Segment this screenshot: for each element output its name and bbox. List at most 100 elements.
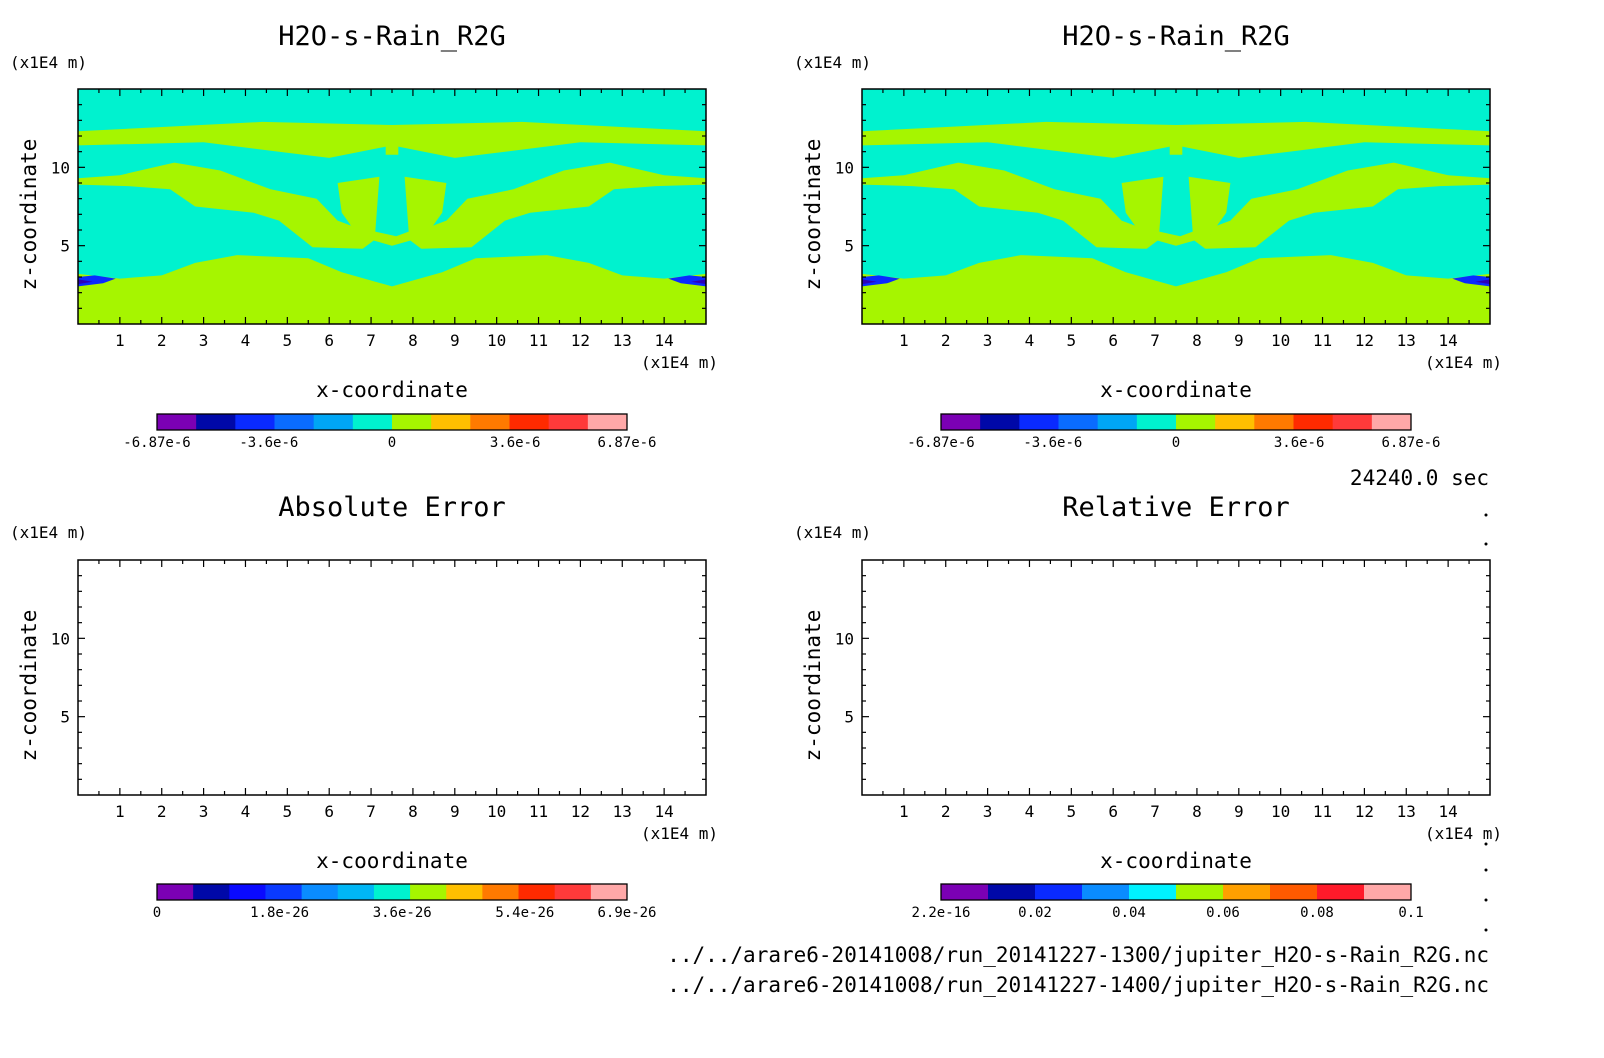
x-tick-label: 8 [1192, 802, 1202, 821]
x-tick-label: 14 [655, 802, 674, 821]
x-tick-label: 14 [1439, 331, 1458, 350]
positive-region-lower [78, 255, 706, 324]
x-tick-label: 9 [1234, 802, 1244, 821]
y-unit-label: (x1E4 m) [794, 53, 871, 72]
colorbar-swatch [193, 884, 230, 900]
x-tick-label: 5 [283, 802, 293, 821]
x-tick-label: 3 [983, 802, 993, 821]
chart-panel-2: H2O-s-Rain_R2G(x1E4 m)1 2 3 4 5 6 7 8 9 10 11 12 13 1… [794, 21, 1502, 451]
colorbar-frame [940, 413, 1412, 431]
x-tick-label: 2 [157, 331, 167, 350]
x-tick-label: 9 [1234, 331, 1244, 350]
x-tick-label: 5 [1067, 802, 1077, 821]
colorbar-tick-label: 3.6e-26 [373, 905, 432, 921]
colorbar-swatch [410, 884, 447, 900]
negative-core-left [862, 279, 877, 285]
y-tick-label: 5 [60, 708, 70, 727]
colorbar-swatch [1254, 414, 1294, 430]
x-tick-label: 5 [1067, 331, 1077, 350]
y-unit-label: (x1E4 m) [10, 53, 87, 72]
positive-region-left [862, 162, 1164, 249]
page-dots [1484, 513, 1488, 932]
x-tick-label: 8 [408, 331, 418, 350]
x-tick-label: 2 [157, 802, 167, 821]
x-tick-label: 12 [1355, 802, 1374, 821]
colorbar-swatch [1371, 414, 1412, 430]
x-tick-label: 2 [941, 331, 951, 350]
colorbar-tick-label: 0.02 [1018, 905, 1052, 921]
negative-region-left [78, 275, 116, 287]
positive-column [385, 129, 399, 155]
chart-panel-1: H2O-s-Rain_R2G(x1E4 m)1 2 3 4 5 6 7 8 9 10 11 12 13 1… [10, 21, 718, 451]
x-axis-label: x-coordinate [1100, 849, 1252, 873]
y-unit-label: (x1E4 m) [10, 523, 87, 542]
colorbar-swatch [229, 884, 266, 900]
colorbar-swatch [196, 414, 236, 430]
colorbar-swatch [337, 884, 375, 900]
colorbar-swatch [1223, 884, 1271, 900]
colorbar-swatch [431, 414, 471, 430]
y-tick-label: 10 [51, 629, 70, 648]
colorbar-swatch [274, 414, 315, 430]
colorbar-swatch [1058, 414, 1099, 430]
colorbar-swatch [941, 414, 981, 430]
x-unit-label: (x1E4 m) [1425, 353, 1502, 372]
colorbar-swatch [1129, 884, 1177, 900]
colorbar-swatch [1019, 414, 1059, 430]
y-tick-label: 5 [844, 237, 854, 256]
colorbar-tick-label: 0.04 [1112, 905, 1146, 921]
x-tick-label: 1 [115, 802, 125, 821]
colorbar-tick-label: 6.87e-6 [597, 435, 656, 451]
x-tick-label: 8 [1192, 331, 1202, 350]
negative-core-right [1475, 279, 1490, 285]
colorbar-swatch [941, 884, 989, 900]
colorbar-tick-label: -3.6e-6 [1023, 435, 1082, 451]
colorbar-tick-label: 2.2e-16 [911, 905, 970, 921]
x-tick-label: 3 [199, 802, 209, 821]
x-tick-label: 9 [450, 331, 460, 350]
x-tick-label: 1 [115, 331, 125, 350]
positive-region-right [404, 162, 706, 249]
x-tick-label: 4 [241, 802, 251, 821]
negative-core-left [78, 279, 93, 285]
colorbar-swatch [1270, 884, 1318, 900]
x-tick-label: 7 [1150, 802, 1160, 821]
positive-region-central [337, 176, 447, 246]
colorbar-swatch [1176, 884, 1224, 900]
colorbar-tick-label: 0.1 [1398, 905, 1423, 921]
x-axis-label: x-coordinate [1100, 378, 1252, 402]
x-tick-label: 13 [613, 802, 632, 821]
colorbar-tick-label: -6.87e-6 [123, 435, 190, 451]
colorbar-swatch [392, 414, 432, 430]
plot-frame [861, 559, 1491, 796]
colorbar-swatch [352, 414, 393, 430]
x-tick-label: 4 [241, 331, 251, 350]
colorbar-swatch [587, 414, 628, 430]
x-tick-label: 14 [655, 331, 674, 350]
chart-title: Absolute Error [278, 492, 506, 523]
x-tick-label: 7 [366, 331, 376, 350]
x-tick-label: 13 [613, 331, 632, 350]
negative-region-right [1452, 275, 1490, 287]
colorbar-swatch [1035, 884, 1083, 900]
colorbar-tick-label: -3.6e-6 [239, 435, 298, 451]
positive-region-right [1188, 162, 1490, 249]
colorbar-swatch [1176, 414, 1216, 430]
x-tick-label: 2 [941, 802, 951, 821]
x-tick-label: 8 [408, 802, 418, 821]
x-tick-label: 5 [283, 331, 293, 350]
chart-panel-4: Relative Error(x1E4 m)1 2 3 4 5 6 7 8 9 10 11 12 13 1… [794, 492, 1502, 921]
x-tick-label: 13 [1397, 331, 1416, 350]
x-tick-label: 14 [1439, 802, 1458, 821]
colorbar-tick-label: 5.4e-26 [495, 905, 554, 921]
colorbar-tick-label: 3.6e-6 [1274, 435, 1325, 451]
colorbar-swatch [373, 884, 411, 900]
x-tick-label: 3 [199, 331, 209, 350]
y-tick-label: 5 [844, 708, 854, 727]
colorbar-tick-label: 0.08 [1300, 905, 1334, 921]
x-tick-label: 6 [1108, 331, 1118, 350]
x-axis-label: x-coordinate [316, 849, 468, 873]
x-tick-label: 6 [324, 331, 334, 350]
colorbar-swatch [301, 884, 339, 900]
